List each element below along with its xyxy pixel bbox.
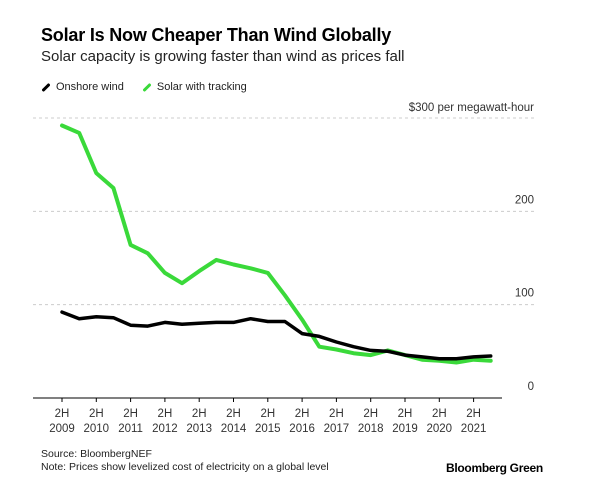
- x-tick-label: 2021: [461, 423, 487, 435]
- x-tick-label: 2H: [260, 408, 275, 420]
- x-tick-label: 2014: [221, 423, 247, 435]
- x-tick-label: 2H: [466, 408, 481, 420]
- x-tick-label: 2H: [192, 408, 207, 420]
- x-tick-label: 2017: [324, 423, 350, 435]
- series-line-onshore-wind: [60, 310, 493, 361]
- x-tick-label: 2009: [49, 423, 75, 435]
- y-tick-label: 0: [528, 381, 534, 393]
- legend-label: Onshore wind: [56, 81, 124, 93]
- footer: Source: BloombergNEF Note: Prices show l…: [41, 448, 329, 474]
- x-tick-label: 2018: [358, 423, 384, 435]
- x-tick-label: 2012: [152, 423, 178, 435]
- legend-item-solar: Solar with tracking: [142, 81, 247, 93]
- y-tick-label: 100: [515, 288, 534, 300]
- chart-subtitle: Solar capacity is growing faster than wi…: [41, 48, 405, 65]
- x-tick-label: 2H: [55, 408, 70, 420]
- x-tick-label: 2013: [186, 423, 212, 435]
- x-tick-label: 2H: [363, 408, 378, 420]
- x-tick-label: 2H: [89, 408, 104, 420]
- methodology-note: Note: Prices show levelized cost of elec…: [41, 461, 329, 473]
- x-tick-label: 2011: [118, 423, 143, 435]
- x-tick-label: 2H: [432, 408, 447, 420]
- brand-logo: Bloomberg Green: [446, 461, 543, 475]
- y-axis-label: $300 per megawatt-hour: [409, 102, 534, 114]
- x-tick-label: 2016: [289, 423, 315, 435]
- y-tick-label: 200: [515, 194, 534, 206]
- x-tick-label: 2019: [392, 423, 418, 435]
- legend-label: Solar with tracking: [156, 81, 247, 93]
- x-tick-label: 2015: [255, 423, 281, 435]
- x-tick-label: 2H: [158, 408, 173, 420]
- legend: Onshore wind Solar with tracking: [41, 81, 247, 93]
- x-tick-label: 2H: [329, 408, 344, 420]
- series-line-solar-with-tracking: [60, 123, 493, 365]
- x-tick-label: 2H: [123, 408, 138, 420]
- x-tick-label: 2010: [84, 423, 110, 435]
- chart-title: Solar Is Now Cheaper Than Wind Globally: [41, 25, 392, 45]
- source-note: Source: BloombergNEF: [41, 448, 152, 460]
- legend-item-onshore-wind: Onshore wind: [41, 81, 124, 93]
- x-tick-label: 2H: [226, 408, 241, 420]
- x-tick-label: 2H: [398, 408, 413, 420]
- x-tick-label: 2H: [295, 408, 310, 420]
- x-tick-label: 2020: [427, 423, 453, 435]
